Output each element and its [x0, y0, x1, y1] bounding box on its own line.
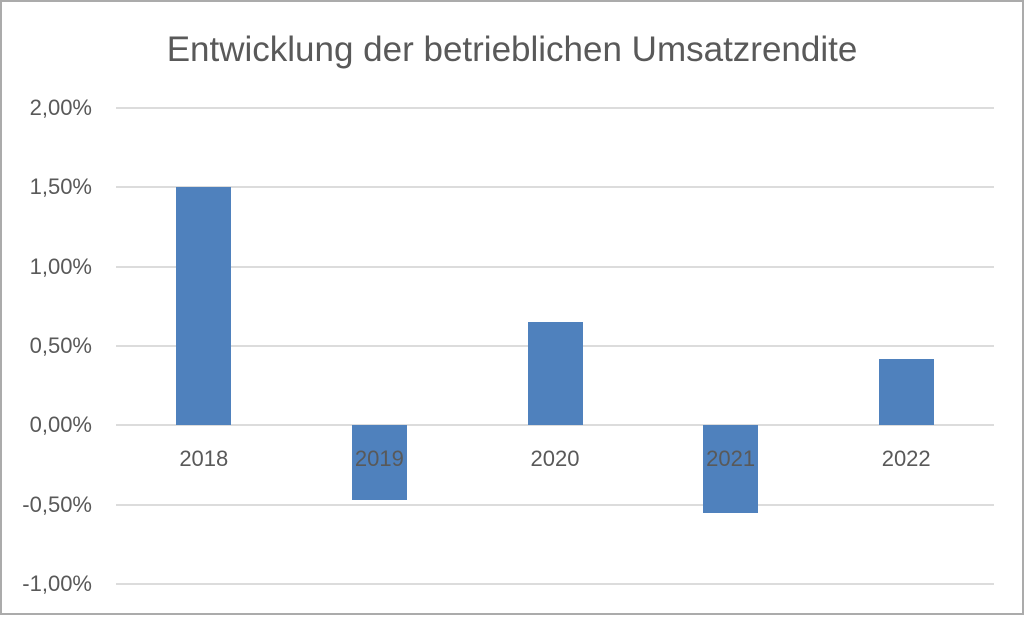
- gridline: [116, 503, 994, 506]
- gridline: [116, 265, 994, 268]
- bar-2019: [351, 425, 407, 500]
- y-tick-label: 1,50%: [29, 174, 92, 200]
- gridline: [116, 424, 994, 427]
- y-tick-label: 2,00%: [29, 95, 92, 120]
- x-tick-label: 2021: [706, 446, 756, 472]
- y-tick-label: -1,00%: [22, 571, 92, 596]
- chart-title: Entwicklung der betrieblichen Umsatzrend…: [166, 30, 858, 69]
- bar-2020: [527, 322, 583, 426]
- y-tick-label: 0,00%: [29, 412, 92, 438]
- x-tick-label: 2018: [179, 446, 229, 472]
- gridline: [116, 107, 994, 109]
- bar-2022: [878, 358, 934, 426]
- y-tick-label: 1,00%: [29, 253, 92, 279]
- gridline: [116, 186, 994, 189]
- x-tick-label: 2022: [881, 446, 931, 472]
- bar-2021: [703, 425, 759, 513]
- y-tick-label: 0,50%: [29, 333, 92, 358]
- y-tick-label: -0,50%: [22, 491, 92, 517]
- plot-area: 2018 2019 2020 2021 2022: [116, 107, 994, 585]
- x-tick-label: 2020: [530, 446, 580, 472]
- y-axis-labels: 2,00% 1,50% 1,00% 0,50% 0,00% -0,50% -1,00%: [2, 2, 92, 617]
- x-tick-label: 2019: [354, 446, 404, 472]
- gridline: [116, 583, 994, 585]
- bar-2018: [176, 187, 232, 426]
